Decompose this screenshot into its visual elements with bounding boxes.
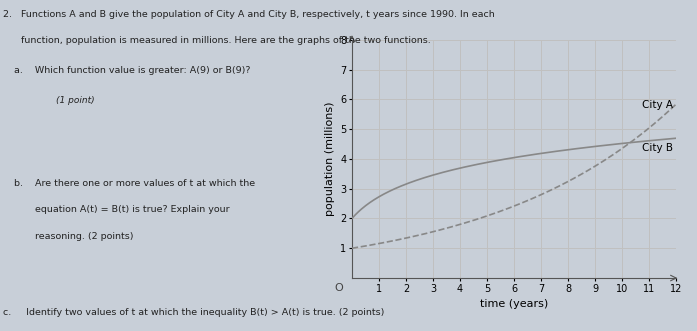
Text: b.    Are there one or more values of t at which the: b. Are there one or more values of t at … bbox=[14, 179, 255, 188]
Text: function, population is measured in millions. Here are the graphs of the two fun: function, population is measured in mill… bbox=[3, 36, 431, 45]
Text: City A: City A bbox=[643, 100, 673, 110]
Text: a.    Which function value is greater: A(9) or B(9)?: a. Which function value is greater: A(9)… bbox=[14, 66, 250, 75]
Text: 2.   Functions A and B give the population of City A and City B, respectively, t: 2. Functions A and B give the population… bbox=[3, 10, 496, 19]
X-axis label: time (years): time (years) bbox=[480, 299, 548, 309]
Text: O: O bbox=[334, 283, 343, 294]
Y-axis label: population (millions): population (millions) bbox=[325, 102, 335, 216]
Text: c.     Identify two values of t at which the inequality B(t) > A(t) is true. (2 : c. Identify two values of t at which the… bbox=[3, 308, 385, 317]
Text: City B: City B bbox=[643, 143, 673, 154]
Text: (1 point): (1 point) bbox=[56, 96, 94, 105]
Text: equation A(t) = B(t) is true? Explain your: equation A(t) = B(t) is true? Explain yo… bbox=[14, 205, 229, 214]
Text: reasoning. (2 points): reasoning. (2 points) bbox=[14, 232, 133, 241]
